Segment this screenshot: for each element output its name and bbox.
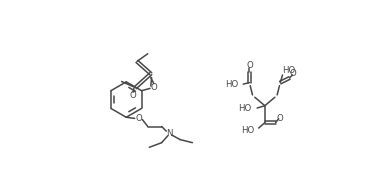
- Text: O: O: [151, 83, 157, 92]
- Text: O: O: [246, 61, 253, 70]
- Text: HO: HO: [241, 126, 254, 135]
- Text: O: O: [135, 114, 142, 123]
- Text: HO: HO: [283, 66, 296, 75]
- Text: N: N: [166, 129, 173, 138]
- Text: O: O: [290, 69, 297, 78]
- Text: O: O: [276, 114, 283, 123]
- Text: HO: HO: [238, 104, 251, 113]
- Text: O: O: [130, 91, 137, 100]
- Text: HO: HO: [225, 80, 239, 89]
